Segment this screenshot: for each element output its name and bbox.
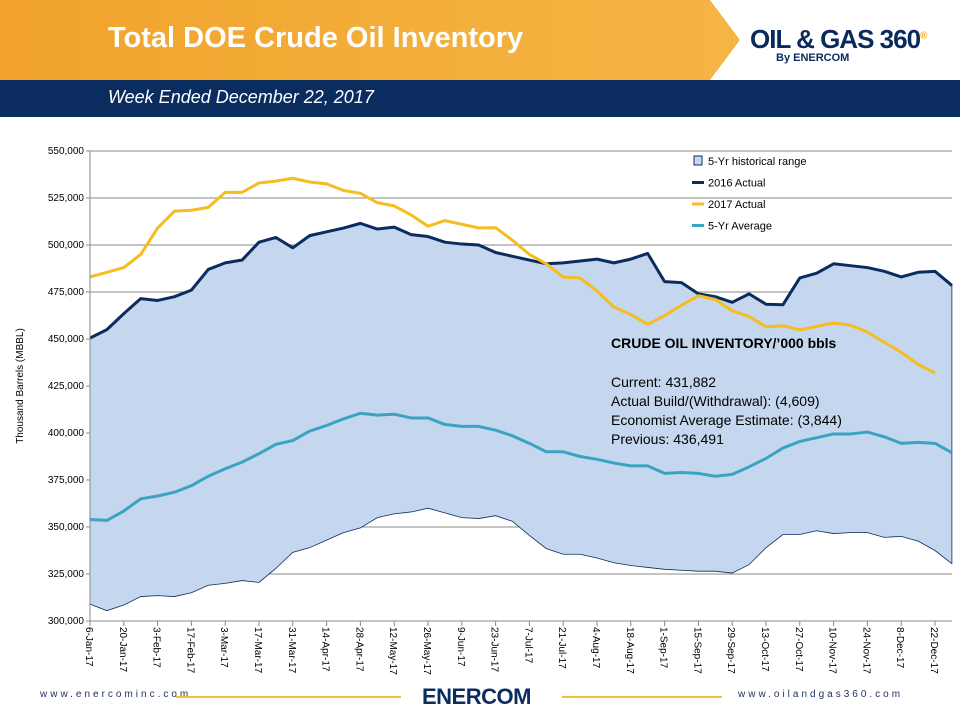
x-tick-label: 4-Aug-17 <box>590 627 601 669</box>
x-tick-label: 24-Nov-17 <box>860 627 871 674</box>
legend-label: 2016 Actual <box>708 178 766 190</box>
x-tick-label: 8-Dec-17 <box>894 627 905 669</box>
annotation-build: Actual Build/(Withdrawal): (4,609) <box>611 393 820 409</box>
y-tick-label: 450,000 <box>48 334 85 345</box>
y-tick-label: 300,000 <box>48 616 85 627</box>
x-tick-label: 9-Jun-17 <box>455 627 466 667</box>
x-tick-label: 18-Aug-17 <box>624 627 635 674</box>
legend-label: 5-Yr historical range <box>708 156 806 168</box>
enercom-url-link[interactable]: www.enercominc.com <box>40 689 192 700</box>
series-line-2017-actual <box>89 176 936 375</box>
logo-subtext: By ENERCOM <box>776 52 850 64</box>
x-tick-label: 7-Jul-17 <box>522 627 533 664</box>
y-tick-label: 525,000 <box>48 193 85 204</box>
x-tick-label: 27-Oct-17 <box>793 627 804 672</box>
legend-swatch <box>693 155 703 166</box>
x-tick-label: 3-Feb-17 <box>151 627 162 668</box>
page-subtitle: Week Ended December 22, 2017 <box>108 87 374 107</box>
x-tick-label: 14-Apr-17 <box>320 627 331 672</box>
legend: 5-Yr historical range 2016 Actual 2017 Act… <box>692 155 806 233</box>
subtitle-band <box>0 80 960 117</box>
x-tick-label: 26-May-17 <box>421 627 432 675</box>
y-tick-label: 500,000 <box>48 240 85 251</box>
annotation-heading: CRUDE OIL INVENTORY/’000 bbls <box>611 335 837 351</box>
x-tick-label: 20-Jan-17 <box>117 627 128 672</box>
annotation-current: Current: 431,882 <box>611 374 716 390</box>
x-tick-label: 29-Sep-17 <box>725 627 736 674</box>
x-tick-label: 12-May-17 <box>387 627 398 675</box>
y-tick-label: 425,000 <box>48 381 85 392</box>
x-tick-label: 3-Mar-17 <box>218 627 229 668</box>
x-tick-label: 21-Jul-17 <box>556 627 567 669</box>
y-tick-label: 475,000 <box>48 287 85 298</box>
y-tick-label: 375,000 <box>48 475 85 486</box>
x-tick-label: 10-Nov-17 <box>827 627 838 674</box>
legend-label: 5-Yr Average <box>708 221 772 233</box>
enercom-logo: ENERCOM <box>422 684 531 709</box>
y-tick-label: 550,000 <box>48 146 85 157</box>
footer-divider-left <box>176 696 401 698</box>
x-tick-label: 22-Dec-17 <box>928 627 939 674</box>
x-tick-label: 15-Sep-17 <box>691 627 702 674</box>
x-tick-label: 1-Sep-17 <box>658 627 669 669</box>
x-tick-label: 13-Oct-17 <box>759 627 770 672</box>
footer-divider-right <box>562 696 722 698</box>
x-tick-label: 17-Feb-17 <box>184 627 195 674</box>
series-line-5-yr-average <box>89 411 953 522</box>
x-tick-label: 6-Jan-17 <box>83 627 94 667</box>
inventory-annotation: CRUDE OIL INVENTORY/’000 bbls Current: 4… <box>611 335 842 447</box>
oil-gas-360-logo: OIL & GAS 360® <box>750 24 927 54</box>
x-tick-label: 17-Mar-17 <box>252 627 263 674</box>
y-tick-label: 325,000 <box>48 569 85 580</box>
x-tick-label: 31-Mar-17 <box>286 627 297 674</box>
x-tick-label: 23-Jun-17 <box>489 627 500 672</box>
series-line-2016-actual <box>89 221 953 340</box>
annotation-previous: Previous: 436,491 <box>611 431 724 447</box>
oilandgas360-url-link[interactable]: www.oilandgas360.com <box>738 689 904 700</box>
y-tick-label: 350,000 <box>48 522 85 533</box>
annotation-estimate: Economist Average Estimate: (3,844) <box>611 412 842 428</box>
logo-background <box>710 0 960 80</box>
x-tick-label: 28-Apr-17 <box>353 627 364 672</box>
y-axis-label: Thousand Barrels (MBBL) <box>15 328 26 444</box>
legend-label: 2017 Actual <box>708 199 766 211</box>
page-title: Total DOE Crude Oil Inventory <box>108 22 524 54</box>
y-tick-label: 400,000 <box>48 428 85 439</box>
